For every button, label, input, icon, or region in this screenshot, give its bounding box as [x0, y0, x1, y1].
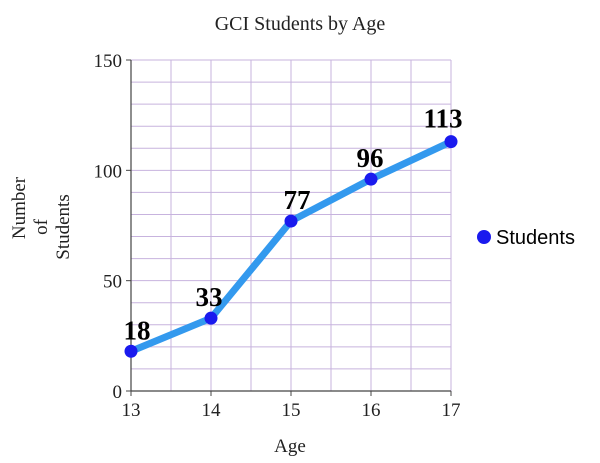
- x-tick-label: 14: [202, 400, 222, 421]
- legend-label: Students: [496, 227, 575, 249]
- y-tick-label: 100: [94, 161, 123, 182]
- data-point: [284, 214, 298, 228]
- data-label: 113: [423, 104, 462, 134]
- x-tick-labels: 13 14 15 16 17: [122, 400, 461, 421]
- legend: Students: [477, 227, 575, 249]
- x-tick-label: 13: [122, 400, 141, 421]
- data-labels: 18 33 77 96 113: [124, 104, 463, 346]
- x-tick-label: 16: [362, 400, 381, 421]
- x-axis-label: Age: [274, 436, 306, 457]
- x-tick-label: 17: [442, 400, 461, 421]
- y-tick-label: 150: [94, 51, 123, 72]
- x-tick-label: 15: [282, 400, 301, 421]
- y-axis-label: Number of Students: [9, 176, 74, 260]
- data-label: 33: [196, 282, 223, 312]
- data-point: [204, 311, 218, 325]
- chart-title: GCI Students by Age: [215, 13, 386, 35]
- series-students: [124, 135, 458, 358]
- y-axis-label-line-3: Students: [53, 194, 74, 259]
- y-axis-label-line-2: of: [31, 218, 52, 235]
- legend-marker: [477, 230, 491, 244]
- y-tick-label: 50: [103, 272, 122, 293]
- data-label: 18: [124, 315, 151, 345]
- data-label: 96: [357, 143, 384, 173]
- y-tick-label: 0: [113, 382, 123, 403]
- y-axis-label-line-1: Number: [9, 176, 30, 239]
- data-label: 77: [284, 185, 311, 215]
- data-point: [364, 172, 378, 186]
- data-point: [444, 135, 458, 149]
- y-tick-labels: 0 50 100 150: [94, 51, 123, 403]
- data-point: [124, 344, 138, 358]
- axes: [126, 59, 452, 396]
